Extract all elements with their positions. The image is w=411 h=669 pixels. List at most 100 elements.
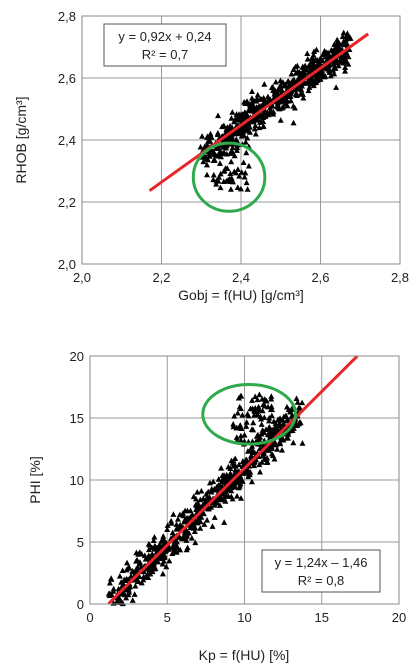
data-point: [342, 68, 349, 74]
data-point: [125, 565, 132, 571]
data-point: [216, 502, 223, 508]
data-point: [245, 471, 252, 477]
data-point: [340, 38, 347, 45]
data-point: [260, 122, 267, 129]
data-point: [125, 576, 132, 582]
data-point: [206, 479, 213, 486]
data-point: [245, 162, 252, 169]
data-point: [217, 148, 224, 154]
data-point: [331, 70, 338, 77]
data-point: [151, 533, 158, 540]
data-point: [243, 423, 250, 429]
x-axis-label: Kp = f(HU) [%]: [199, 647, 290, 663]
data-point: [227, 482, 234, 489]
data-point: [197, 496, 204, 503]
data-point: [265, 111, 272, 118]
data-point: [181, 529, 188, 535]
data-point: [254, 113, 261, 120]
data-point: [246, 123, 253, 130]
data-point: [212, 145, 219, 151]
data-point: [251, 412, 258, 418]
y-tick-label: 2,4: [58, 133, 76, 148]
data-point: [327, 72, 334, 79]
data-point: [266, 414, 273, 421]
data-point: [110, 585, 117, 592]
data-point: [129, 597, 136, 603]
data-point: [136, 560, 143, 567]
data-point: [234, 409, 241, 416]
y-tick-label: 5: [77, 535, 84, 550]
y-tick-label: 2,6: [58, 71, 76, 86]
data-point: [210, 478, 217, 485]
data-point: [307, 61, 314, 68]
data-point: [206, 150, 213, 157]
data-point: [325, 49, 332, 56]
data-point: [168, 517, 175, 524]
data-point: [237, 472, 244, 479]
data-point: [290, 119, 297, 126]
data-point: [312, 63, 319, 70]
data-point: [221, 167, 228, 173]
data-point: [330, 48, 337, 55]
data-point: [268, 412, 275, 419]
data-point: [208, 485, 215, 492]
data-point: [283, 403, 290, 410]
data-point: [231, 480, 238, 487]
data-point: [227, 470, 234, 476]
data-point: [271, 91, 278, 97]
data-point: [270, 452, 277, 459]
data-point: [288, 70, 295, 77]
data-point: [289, 78, 296, 84]
data-point: [258, 421, 265, 427]
data-point: [169, 529, 176, 536]
data-point: [208, 134, 215, 140]
data-point: [233, 111, 240, 117]
data-point: [217, 484, 224, 491]
data-point: [217, 184, 224, 191]
data-point: [253, 433, 260, 439]
data-point: [308, 65, 315, 71]
data-point: [261, 81, 268, 87]
data-point: [147, 570, 154, 577]
data-point: [233, 147, 240, 153]
data-point: [133, 566, 140, 572]
data-point: [236, 461, 243, 468]
y-axis-label: RHOB [g/cm³]: [13, 96, 29, 183]
data-point: [249, 101, 256, 108]
data-point: [210, 157, 217, 164]
data-point: [325, 53, 332, 60]
data-point: [216, 492, 223, 499]
data-point: [252, 393, 259, 400]
data-point: [227, 149, 234, 155]
data-point: [239, 478, 246, 484]
data-point: [297, 85, 304, 91]
data-point: [313, 46, 320, 53]
data-point: [220, 122, 227, 129]
data-point: [206, 153, 213, 159]
data-point: [136, 573, 143, 579]
data-point: [199, 133, 206, 139]
data-point: [224, 124, 231, 130]
equation-text: y = 1,24x – 1,46: [275, 555, 368, 570]
data-point: [166, 557, 173, 564]
data-point: [257, 468, 264, 475]
data-point: [250, 419, 257, 426]
data-point: [213, 181, 220, 187]
data-point: [250, 426, 257, 433]
data-point: [331, 41, 338, 47]
data-point: [255, 403, 262, 410]
data-point: [217, 170, 224, 177]
data-point: [173, 548, 180, 555]
data-point: [269, 102, 276, 109]
data-point: [332, 59, 339, 65]
data-point: [145, 546, 152, 553]
data-point: [273, 441, 280, 448]
data-point: [188, 534, 195, 541]
data-point: [292, 70, 299, 76]
data-point: [335, 62, 342, 69]
data-point: [174, 516, 181, 522]
y-tick-label: 0: [77, 597, 84, 612]
data-point: [236, 172, 243, 179]
data-point: [184, 532, 191, 539]
